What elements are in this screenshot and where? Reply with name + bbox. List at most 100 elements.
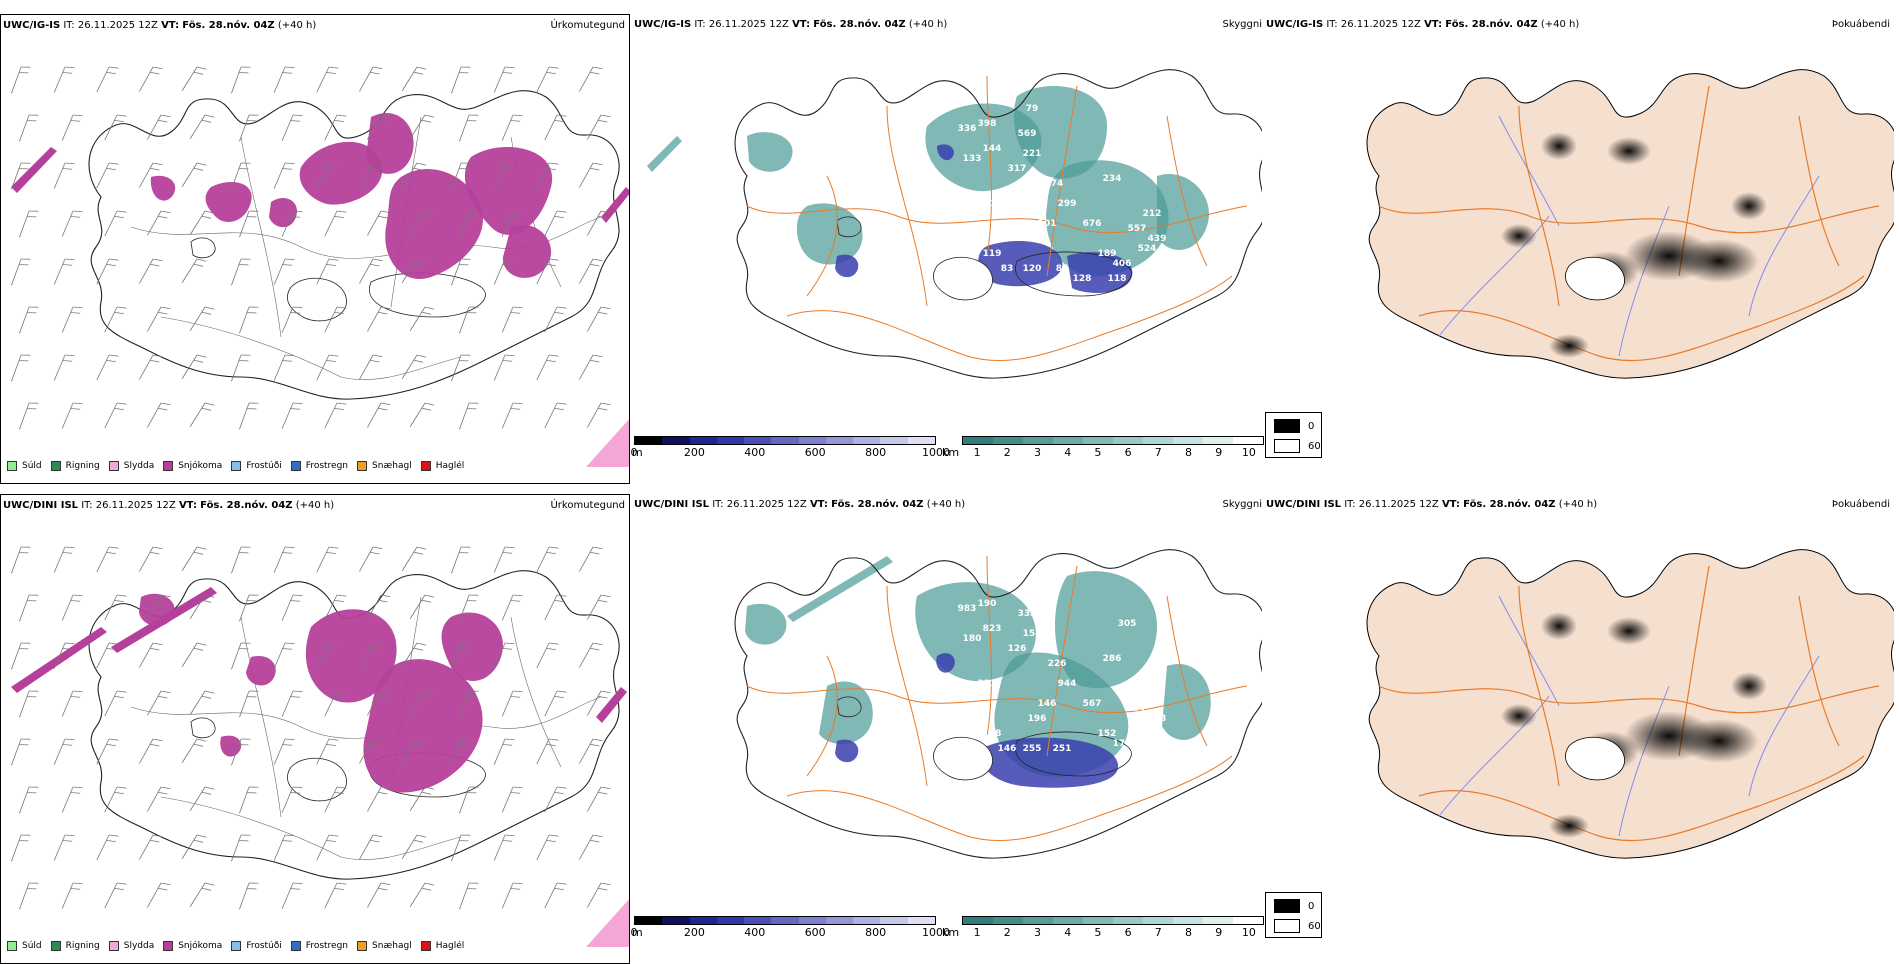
river: [1618, 685, 1670, 837]
wind-barb: [579, 546, 603, 572]
wind-barb: [459, 594, 479, 622]
colorbar-segment: [1113, 917, 1143, 924]
wind-barb: [409, 114, 435, 139]
land: [1366, 69, 1894, 379]
colorbar-tick-label: 1000: [922, 926, 950, 939]
wind-barb: [324, 786, 347, 813]
wind-barb: [231, 546, 251, 574]
colorbar-tick-label: 8: [1185, 446, 1192, 459]
ceiling-colorbar-scale: [634, 916, 936, 925]
precip-legend-label: Frostúði: [246, 461, 282, 471]
panel-title: Þokuábendi: [1831, 499, 1890, 510]
wind-barb: [53, 642, 75, 669]
glacier-outline: [1015, 251, 1132, 297]
precip-type-panel-1: UWC/IG-IS IT: 26.11.2025 12Z VT: Fös. 28…: [0, 14, 630, 484]
wind-barb: [536, 642, 559, 669]
wind-barb: [239, 210, 259, 238]
precip-legend-label: Frostregn: [305, 461, 349, 471]
colorbar-tick-label: 6: [1124, 926, 1132, 939]
panel-title: Þokuábendi: [1831, 19, 1890, 30]
fog-legend-item: 60: [1274, 439, 1321, 453]
colorbar-segment: [798, 917, 826, 924]
ceiling-value-label: 569: [1018, 129, 1037, 139]
wind-barb: [451, 258, 471, 286]
ceiling-value-label: 144: [983, 144, 1002, 154]
low-visibility-area: [1055, 571, 1157, 689]
precip-legend-label: Súld: [22, 941, 42, 951]
wind-barb: [316, 834, 339, 861]
precip-type-legend: Súld Rigning Slydda Snjókoma Frostúði Frostre…: [7, 941, 473, 955]
precip-legend-label: Snæhagl: [372, 461, 412, 471]
road: [1378, 205, 1880, 234]
wind-barb: [273, 834, 295, 861]
wind-barb: [239, 114, 259, 142]
wind-barb: [401, 642, 427, 667]
wind-barb: [501, 882, 523, 909]
colorbar-segment: [635, 437, 663, 444]
low-ceiling-area: [937, 144, 954, 161]
wind-barb: [181, 834, 207, 859]
wind-barb: [401, 162, 427, 187]
snow-area: [150, 175, 176, 201]
wind-barb: [501, 306, 523, 333]
wind-barb: [53, 162, 75, 189]
precip-legend-swatch: [50, 461, 61, 471]
wind-barb: [189, 402, 215, 427]
fog-legend-item: 60: [1274, 919, 1321, 933]
wind-barb: [367, 306, 391, 332]
colorbar-segment: [853, 917, 881, 924]
wind-barb: [189, 594, 215, 619]
ceiling-value-label: 79: [1026, 104, 1039, 114]
wind-barb: [19, 402, 39, 430]
colorbar-segment: [1083, 917, 1113, 924]
wind-barb: [147, 594, 171, 620]
wind-barb: [501, 114, 523, 141]
wind-barb: [367, 594, 391, 620]
ceiling-value-label: 120: [1023, 264, 1042, 274]
colorbar-segment: [716, 917, 745, 924]
glacier-outline: [836, 696, 862, 718]
precip-legend-swatch: [420, 461, 431, 471]
road: [746, 685, 1248, 714]
wind-barb: [181, 546, 207, 571]
panel-header: UWC/DINI ISL IT: 26.11.2025 12Z VT: Fös.…: [3, 500, 335, 511]
precip-legend-label: Súld: [22, 461, 42, 471]
snow-area: [205, 182, 252, 222]
low-visibility-area: [1157, 174, 1209, 250]
colorbar-tick-label: 5: [1094, 926, 1102, 939]
river: [1498, 595, 1560, 707]
ceiling-value-label: 98: [1146, 689, 1159, 699]
wind-barb: [451, 834, 471, 862]
wind-barb: [281, 690, 303, 717]
wind-barb: [587, 402, 611, 428]
colorbar-segment: [1053, 917, 1083, 924]
ceiling-value-label: 146: [998, 744, 1017, 754]
wind-barb: [579, 258, 603, 284]
wind-barb: [53, 546, 75, 573]
road: [1378, 685, 1880, 714]
fog-area: [1731, 192, 1767, 220]
colorbar-segment: [1233, 917, 1263, 924]
wind-barb: [501, 594, 523, 621]
precip-legend-label: Slydda: [123, 461, 155, 471]
wind-barb: [359, 834, 383, 860]
colorbar-segment: [744, 437, 772, 444]
ceiling-value-label: 106: [1028, 234, 1047, 244]
precip-legend-swatch: [231, 461, 242, 471]
ceiling-value-label: 119: [983, 249, 1002, 259]
ceiling-value-label: 196: [1028, 714, 1047, 724]
colorbar-tick-label: 200: [683, 926, 705, 939]
wind-barb: [493, 738, 515, 765]
wind-barb: [316, 258, 339, 285]
colorbar-tick-label: 600: [804, 446, 826, 459]
wind-barb: [96, 162, 119, 189]
colorbar-tick-label: 1000: [922, 446, 950, 459]
wind-barb: [459, 210, 479, 238]
precip-type-panel-2: UWC/DINI ISL IT: 26.11.2025 12Z VT: Fös.…: [0, 494, 630, 964]
wind-barb: [19, 786, 39, 814]
precip-legend-item: Frostúði: [231, 461, 282, 471]
precip-legend-label: Rigning: [65, 941, 100, 951]
road: [240, 616, 282, 818]
panel-title: Skyggni: [1222, 19, 1262, 30]
colorbar-tick-label: 4: [1064, 926, 1072, 939]
